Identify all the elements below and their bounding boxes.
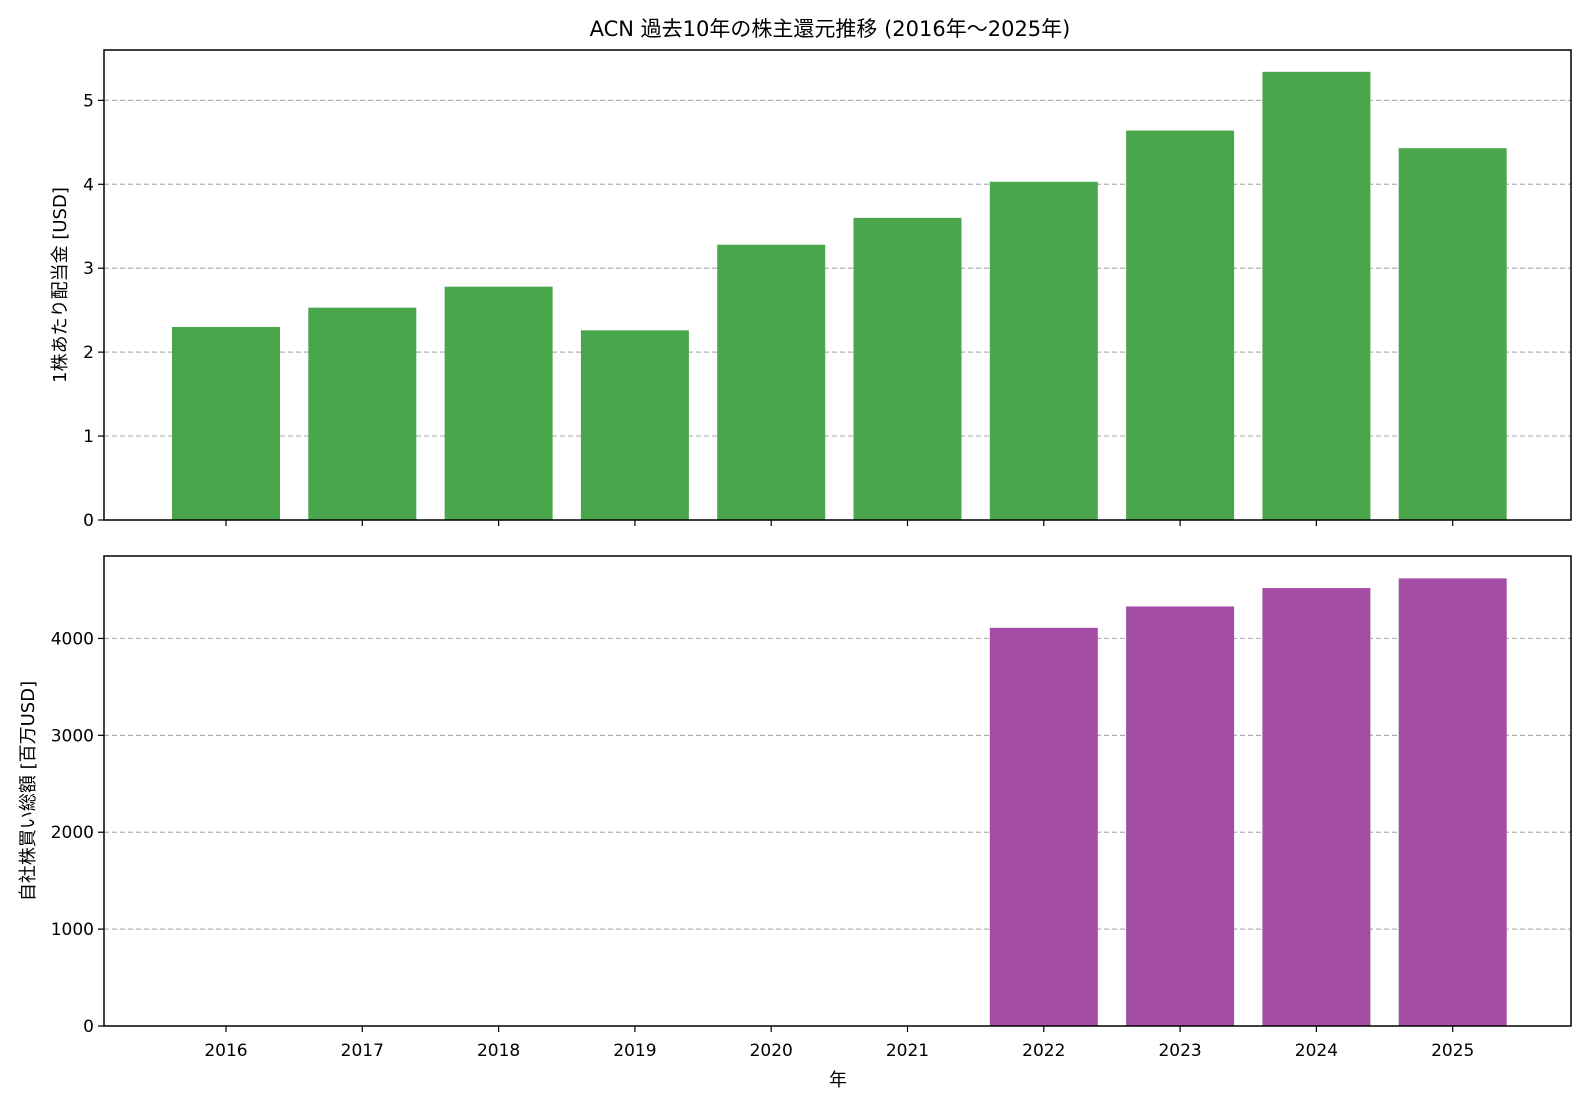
x-axis-label: 年: [829, 1070, 847, 1091]
y-tick-label: 2000: [51, 823, 94, 843]
dividend-bars: [172, 71, 1507, 521]
y-tick-label: 2: [83, 343, 94, 363]
x-tick-label: 2016: [204, 1041, 247, 1061]
x-tick-label: 2021: [886, 1041, 929, 1061]
x-tick-label: 2018: [477, 1041, 520, 1061]
y-tick-label: 1: [83, 427, 94, 447]
y-tick-label: 4: [83, 175, 94, 195]
bar-2025: [1398, 578, 1507, 1026]
bar-2023: [1126, 606, 1235, 1026]
y-tick-label: 1000: [51, 920, 94, 940]
y-tick-label: 0: [83, 1017, 94, 1037]
x-tick-label: 2024: [1295, 1041, 1338, 1061]
x-tick-label: 2020: [750, 1041, 793, 1061]
top-axes-frame: [103, 49, 1572, 521]
bar-2023: [1126, 130, 1235, 521]
bar-2016: [172, 326, 280, 520]
x-tick-label: 2017: [341, 1041, 384, 1061]
x-tick-label: 2023: [1158, 1041, 1201, 1061]
x-tick-label: 2025: [1431, 1041, 1474, 1061]
y-tick-label: 4000: [51, 629, 94, 649]
bar-2024: [1262, 588, 1371, 1026]
y-tick-label: 0: [83, 511, 94, 531]
bottom-y-axis-label: 自社株買い総額 [百万USD]: [18, 681, 39, 901]
bar-2020: [717, 244, 826, 520]
bar-2017: [308, 307, 417, 520]
bar-2024: [1262, 71, 1371, 521]
x-tick-label: 2019: [613, 1041, 656, 1061]
bottom-x-ticks: 2016 2017 2018 2019 2020 2021 2022 2023 2024 2025: [204, 1026, 1474, 1061]
y-tick-label: 3000: [51, 726, 94, 746]
y-tick-label: 3: [83, 259, 94, 279]
top-y-axis-label: 1株あたり配当金 [USD]: [50, 187, 71, 383]
bar-2021: [853, 217, 962, 520]
y-tick-label: 5: [83, 91, 94, 111]
top-panel: 0 1 2 3 4 5 1株あたり配当金 [USD]: [50, 49, 1572, 531]
top-x-ticks: [225, 520, 1454, 526]
buyback-bars: [989, 578, 1507, 1026]
top-y-ticks: 0 1 2 3 4 5: [83, 91, 104, 531]
bar-2018: [444, 286, 553, 520]
chart-title: ACN 過去10年の株主還元推移 (2016年～2025年): [590, 17, 1071, 41]
bar-2022: [989, 181, 1098, 520]
bar-2019: [580, 330, 689, 520]
bottom-gridlines: [104, 637, 1571, 930]
bottom-axes-frame: [103, 555, 1572, 1027]
bar-2025: [1398, 148, 1507, 521]
bar-2022: [989, 627, 1098, 1026]
bottom-y-ticks: 0 1000 2000 3000 4000: [51, 629, 104, 1037]
x-tick-label: 2022: [1022, 1041, 1065, 1061]
